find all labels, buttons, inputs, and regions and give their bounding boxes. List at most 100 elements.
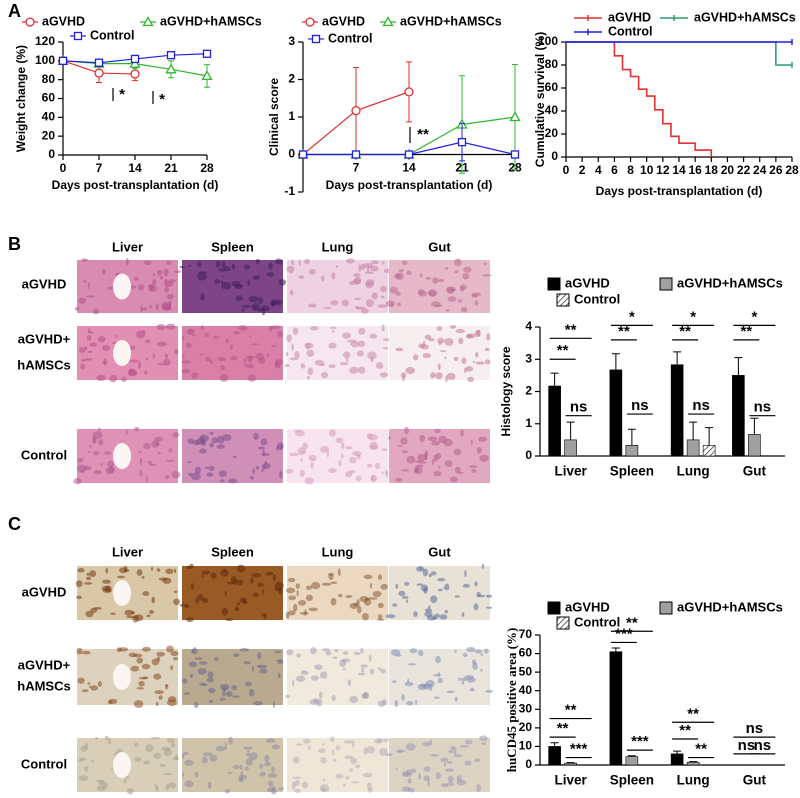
- micrograph-texture: [125, 615, 136, 619]
- micrograph-texture: [449, 476, 458, 483]
- micrograph-texture: [446, 372, 456, 381]
- micrograph-texture: [209, 442, 215, 448]
- micrograph-texture: [166, 738, 175, 743]
- micrograph-texture: [166, 645, 174, 653]
- micrograph-texture: [184, 759, 194, 766]
- micrograph-texture: [284, 364, 290, 368]
- micrograph-texture: [337, 568, 341, 577]
- micrograph-texture: [461, 612, 465, 618]
- micrograph-texture: [164, 353, 169, 359]
- micrograph-texture: [380, 668, 386, 674]
- micrograph-texture: [398, 590, 406, 597]
- micrograph-texture: [299, 469, 305, 477]
- micrograph-texture: [216, 435, 225, 444]
- micrograph-texture: [102, 269, 106, 275]
- micrograph-texture: [95, 779, 105, 782]
- micrograph-texture: [163, 268, 169, 277]
- micrograph-texture: [208, 699, 214, 703]
- micrograph: [385, 735, 490, 793]
- micrograph-texture: [463, 266, 472, 273]
- micrograph: [75, 565, 181, 623]
- micrograph-background: [389, 566, 490, 620]
- error-bar: [566, 762, 575, 764]
- micrograph-texture: [396, 750, 407, 753]
- error-bar: [627, 428, 636, 446]
- error-bar: [673, 750, 682, 754]
- micrograph-texture: [208, 465, 215, 471]
- micrograph-texture: [225, 691, 233, 697]
- micrograph-texture: [77, 677, 85, 684]
- marker: [73, 31, 83, 41]
- micrograph-texture: [300, 671, 309, 675]
- micrograph-texture: [428, 605, 431, 609]
- micrograph-texture: [418, 290, 428, 297]
- micrograph-texture: [437, 363, 441, 371]
- micrograph-texture: [199, 353, 203, 356]
- micrograph-texture: [423, 766, 431, 773]
- micrograph-texture: [123, 569, 130, 573]
- micrograph-texture: [204, 332, 210, 337]
- micrograph-texture: [483, 262, 488, 265]
- micrograph-texture: [306, 375, 310, 380]
- micrograph-texture: [434, 696, 440, 699]
- y-tick-label: 10: [519, 739, 533, 753]
- micrograph-texture: [145, 744, 154, 753]
- micrograph-texture: [385, 300, 396, 308]
- micrograph-texture: [446, 690, 455, 694]
- legend-label: Control: [574, 291, 620, 306]
- micrograph-texture: [481, 742, 486, 746]
- micrograph-texture: [366, 463, 373, 468]
- micrograph-texture: [78, 759, 83, 762]
- marker: [382, 16, 394, 27]
- micrograph: [285, 566, 389, 621]
- micrograph-texture: [308, 607, 318, 612]
- micrograph-texture: [481, 274, 492, 277]
- column-label: Lung: [322, 239, 354, 254]
- micrograph: [181, 736, 285, 795]
- micrograph-texture: [445, 768, 454, 773]
- micrograph-texture: [276, 442, 284, 451]
- micrograph-texture: [207, 671, 214, 679]
- column-label: Spleen: [211, 239, 254, 254]
- micrograph-texture: [404, 681, 414, 687]
- micrograph-texture: [134, 614, 144, 622]
- micrograph-texture: [168, 782, 177, 789]
- micrograph-vessel: [113, 580, 131, 606]
- micrograph-texture: [377, 602, 384, 609]
- micrograph-texture: [191, 334, 196, 337]
- legend-label: aGVHD: [42, 14, 85, 28]
- micrograph-texture: [343, 651, 349, 656]
- micrograph-texture: [432, 617, 438, 620]
- micrograph-texture: [342, 668, 347, 671]
- micrograph: [76, 645, 179, 708]
- micrograph-texture: [262, 449, 265, 456]
- error-bar: [550, 742, 559, 747]
- micrograph-texture: [251, 573, 262, 578]
- micrograph-texture: [307, 303, 317, 308]
- micrograph-texture: [395, 347, 404, 352]
- micrograph-texture: [425, 277, 431, 280]
- micrograph-texture: [349, 456, 357, 464]
- significance-label: ns: [738, 737, 756, 754]
- micrograph-texture: [447, 296, 457, 302]
- y-tick-label: 40: [42, 110, 56, 124]
- significance-label: *: [119, 86, 125, 103]
- micrograph-texture: [245, 681, 252, 687]
- micrograph-texture: [224, 741, 227, 750]
- micrograph-texture: [439, 350, 447, 353]
- micrograph-texture: [149, 609, 154, 615]
- micrograph-texture: [184, 605, 189, 609]
- micrograph-texture: [332, 656, 338, 659]
- micrograph-texture: [357, 366, 366, 374]
- micrograph-texture: [232, 455, 238, 459]
- micrograph-texture: [143, 760, 151, 765]
- micrograph-texture: [89, 570, 97, 578]
- micrograph-texture: [143, 260, 152, 266]
- micrograph-texture: [469, 687, 475, 692]
- row-label: hAMSCs: [17, 357, 70, 372]
- micrograph-texture: [231, 695, 240, 698]
- micrograph-texture: [187, 438, 195, 445]
- micrograph-texture: [340, 453, 344, 459]
- micrograph-texture: [361, 667, 365, 673]
- bar: [686, 439, 700, 457]
